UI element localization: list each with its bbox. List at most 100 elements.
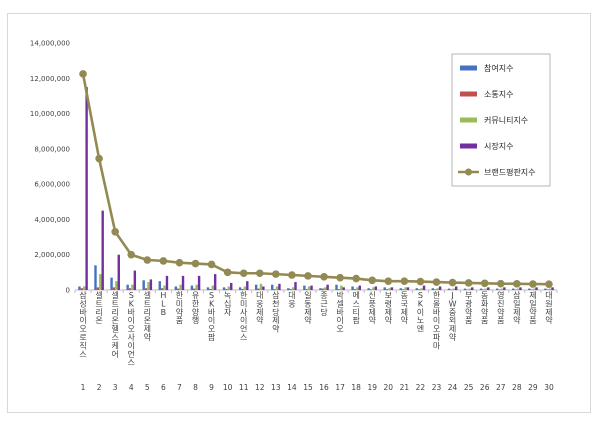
rank-label-8: 8 [193, 383, 198, 392]
bar-2-12 [257, 288, 260, 290]
bar-2-8 [193, 288, 196, 290]
y-tick-label: 8,000,000 [34, 145, 70, 153]
bar-3-13 [275, 286, 279, 290]
bar-1-6 [158, 281, 161, 290]
y-tick-label: 14,000,000 [30, 40, 70, 48]
bar-4-17 [342, 287, 345, 290]
brand-index-point-21 [400, 277, 409, 285]
bar-3-4 [131, 284, 134, 290]
bar-4-10 [230, 282, 233, 290]
bar-1-4 [126, 284, 129, 290]
legend-label-2: 소통지수 [484, 90, 513, 99]
bar-3-20 [388, 288, 391, 290]
brand-index-point-26 [480, 279, 489, 288]
bar-1-17 [335, 284, 338, 290]
bar-2-29 [530, 289, 533, 290]
rank-label-3: 3 [113, 383, 118, 392]
brand-index-point-8 [191, 259, 200, 268]
rank-label-29: 29 [528, 383, 538, 392]
bar-1-16 [319, 288, 322, 290]
brand-index-point-4 [127, 250, 136, 259]
bar-1-23 [431, 288, 435, 290]
brand-index-point-10 [223, 268, 232, 277]
bar-4-21 [406, 287, 410, 290]
legend-label-3: 커뮤니티지수 [484, 115, 528, 125]
bar-1-21 [399, 288, 402, 290]
bar-2-9 [209, 288, 212, 290]
bar-4-5 [149, 279, 153, 290]
brand-index-point-27 [496, 279, 505, 288]
bar-4-19 [374, 286, 378, 290]
rank-label-27: 27 [496, 383, 506, 392]
bar-3-7 [179, 284, 182, 290]
bar-3-24 [452, 288, 455, 290]
bar-4-6 [165, 275, 169, 290]
bar-2-24 [450, 289, 453, 290]
bar-2-3 [112, 287, 116, 290]
bar-3-3 [115, 281, 118, 290]
bar-1-8 [190, 285, 194, 290]
bar-1-22 [415, 288, 419, 290]
bar-2-21 [401, 289, 405, 290]
bar-1-1 [78, 286, 81, 290]
bar-4-16 [326, 284, 329, 290]
brand-index-point-7 [175, 258, 184, 267]
bar-2-17 [337, 289, 341, 290]
rank-label-30: 30 [544, 383, 554, 392]
bar-4-13 [278, 283, 281, 290]
bar-4-2 [101, 210, 104, 290]
bar-2-13 [273, 289, 276, 290]
bar-3-30 [548, 288, 552, 290]
y-tick-label: 12,000,000 [30, 75, 70, 83]
legend-swatch-marker [465, 168, 472, 176]
bar-2-16 [321, 288, 325, 290]
bar-1-7 [174, 286, 178, 290]
rank-label-23: 23 [432, 383, 442, 392]
bar-1-19 [367, 288, 370, 290]
bar-4-26 [487, 287, 490, 290]
bar-4-3 [117, 254, 120, 290]
bar-3-1 [83, 286, 86, 290]
brand-index-point-18 [352, 274, 360, 283]
brand-index-point-22 [416, 277, 425, 286]
brand-index-point-24 [448, 278, 457, 287]
bar-3-19 [372, 287, 375, 290]
bar-3-2 [99, 274, 102, 290]
bar-2-25 [466, 289, 469, 290]
brand-index-point-6 [159, 257, 168, 265]
bar-3-14 [291, 287, 295, 290]
bar-3-6 [163, 285, 166, 290]
brand-index-point-14 [288, 271, 296, 279]
rank-label-16: 16 [319, 383, 329, 392]
legend-label-1: 참여지수 [484, 63, 513, 73]
bar-1-28 [512, 288, 515, 290]
legend-swatch-4 [460, 143, 477, 149]
legend-swatch-2 [460, 91, 477, 97]
legend-swatch-1 [460, 65, 477, 71]
bar-4-24 [454, 286, 458, 290]
rank-label-4: 4 [129, 383, 134, 392]
bar-1-29 [528, 288, 531, 290]
bar-1-25 [463, 288, 467, 290]
bar-4-27 [503, 287, 506, 290]
bar-3-22 [420, 288, 423, 290]
rank-label-14: 14 [287, 383, 297, 392]
brand-index-point-29 [529, 280, 537, 288]
bar-1-30 [544, 288, 547, 290]
legend-swatch-3 [460, 117, 477, 123]
